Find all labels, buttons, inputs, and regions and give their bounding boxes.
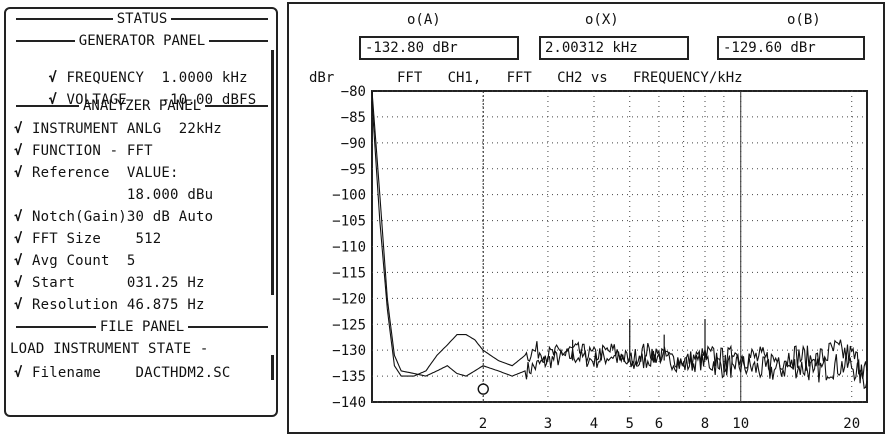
- analyzer-avg-count-row[interactable]: √ Avg Count 5: [14, 253, 136, 269]
- analyzer-resolution-row[interactable]: √ Resolution 46.875 Hz: [14, 297, 205, 313]
- panel-scrollbar[interactable]: [271, 50, 274, 295]
- y-tick-label: −80: [341, 84, 366, 100]
- cursor-b-label: o(B): [787, 12, 821, 28]
- fft-plot[interactable]: −80 −85 −90 −95 −100 −105 −110 −115 −120 −125 −130…: [289, 4, 883, 432]
- analyzer-notch-row[interactable]: √ Notch(Gain)30 dB Auto: [14, 209, 214, 225]
- analyzer-start-row[interactable]: √ Start 031.25 Hz: [14, 275, 205, 291]
- check-icon: √: [48, 92, 58, 108]
- y-unit-label: dBr: [309, 70, 335, 86]
- check-icon: √: [14, 253, 23, 269]
- load-instrument-state[interactable]: LOAD INSTRUMENT STATE -: [10, 341, 209, 357]
- y-tick-label: −115: [332, 265, 366, 281]
- check-icon: √: [14, 165, 23, 181]
- check-icon: √: [14, 209, 23, 225]
- y-tick-label: −105: [332, 214, 366, 230]
- x-tick-label: 2: [479, 416, 487, 432]
- filename-row[interactable]: √ Filename DACTHDM2.SC: [14, 365, 231, 381]
- generator-voltage-row[interactable]: √ VOLTAGE -10.00 dBFS: [48, 92, 257, 108]
- y-tick-label: −140: [332, 395, 366, 411]
- check-icon: √: [14, 297, 23, 313]
- y-tick-label: −120: [332, 291, 366, 307]
- y-tick-label: −135: [332, 369, 366, 385]
- status-title: STATUS: [12, 11, 272, 27]
- y-tick-label: −125: [332, 317, 366, 333]
- generator-frequency-row[interactable]: √ FREQUENCY 1.0000 kHz: [48, 70, 248, 86]
- check-icon: √: [14, 121, 23, 137]
- series-line-1: [371, 90, 868, 390]
- cursor-x-label: o(X): [585, 12, 619, 28]
- graph-window: o(A) -132.80 dBr o(X) 2.00312 kHz o(B) -…: [287, 2, 885, 434]
- analyzer-panel-title: ANALYZER PANEL: [12, 98, 272, 114]
- analyzer-reference-row[interactable]: √ Reference VALUE:: [14, 165, 179, 181]
- analyzer-instrument-row[interactable]: √ INSTRUMENT ANLG 22kHz: [14, 121, 222, 137]
- cursor-marker: [477, 383, 489, 395]
- x-tick-label: 5: [626, 416, 634, 432]
- check-icon: √: [14, 231, 23, 247]
- check-icon: √: [14, 143, 23, 159]
- x-tick-label: 4: [590, 416, 598, 432]
- check-icon: √: [48, 70, 58, 86]
- analyzer-fft-size-row[interactable]: √ FFT Size 512: [14, 231, 162, 247]
- y-tick-label: −85: [341, 110, 366, 126]
- generator-panel-title: GENERATOR PANEL: [12, 33, 272, 49]
- cursor-x-readout[interactable]: 2.00312 kHz: [539, 36, 689, 60]
- x-tick-label: 3: [544, 416, 552, 432]
- panel-scrollbar-lower[interactable]: [271, 355, 274, 380]
- series-line-2: [371, 101, 868, 380]
- x-tick-label: 10: [732, 416, 749, 432]
- cursor-a-label: o(A): [407, 12, 441, 28]
- chart-header: FFT CH1, FFT CH2 vs FREQUENCY/kHz: [397, 70, 743, 86]
- file-panel-title: FILE PANEL: [12, 319, 272, 335]
- analyzer-function-row[interactable]: √ FUNCTION - FFT: [14, 143, 153, 159]
- check-icon: √: [14, 275, 23, 291]
- y-tick-label: −110: [332, 240, 366, 256]
- y-tick-label: −95: [341, 162, 366, 178]
- x-tick-label: 6: [655, 416, 663, 432]
- y-tick-label: −90: [341, 136, 366, 152]
- analyzer-reference-value[interactable]: 18.000 dBu: [32, 187, 214, 203]
- x-tick-label: 8: [701, 416, 709, 432]
- cursor-b-readout[interactable]: -129.60 dBr: [717, 36, 865, 60]
- cursor-a-readout[interactable]: -132.80 dBr: [359, 36, 519, 60]
- status-panel: STATUS GENERATOR PANEL √ FREQUENCY 1.0000…: [4, 7, 278, 417]
- y-tick-label: −100: [332, 188, 366, 204]
- x-tick-label: 20: [843, 416, 860, 432]
- y-tick-label: −130: [332, 343, 366, 359]
- check-icon: √: [14, 365, 23, 381]
